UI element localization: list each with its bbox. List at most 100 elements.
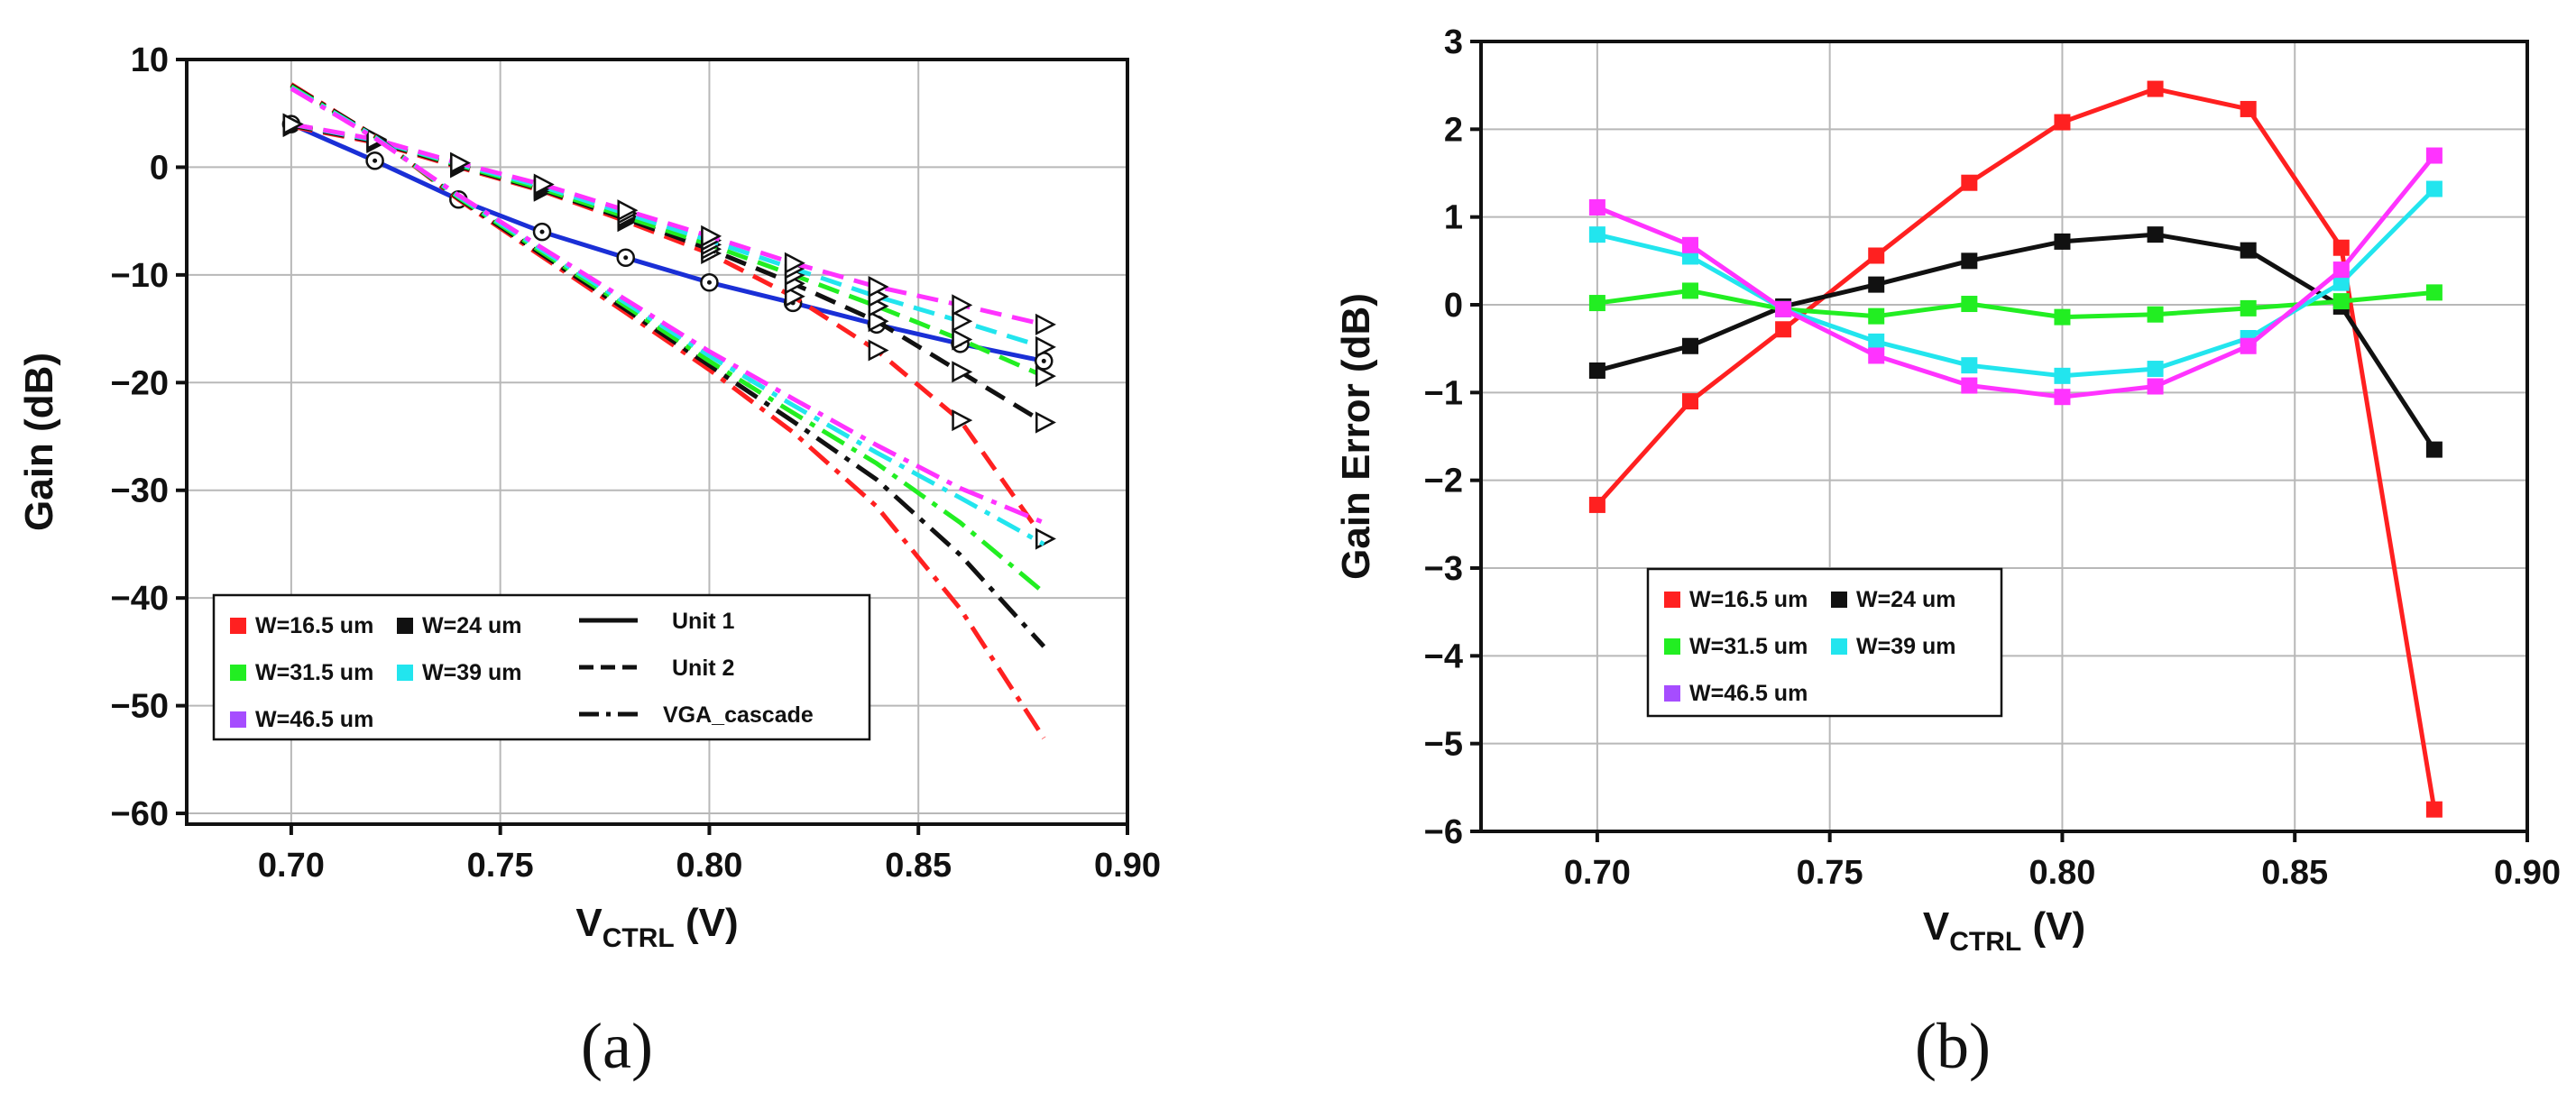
y-tick-label: −4 — [1424, 638, 1463, 675]
data-point — [2240, 100, 2257, 117]
legend-label: W=31.5 um — [1689, 634, 1808, 659]
x-axis-label-subscript: CTRL — [603, 923, 675, 953]
data-point — [1868, 247, 1885, 264]
legend-box — [212, 593, 871, 741]
legend-label: Unit 1 — [672, 609, 735, 634]
data-point — [952, 409, 973, 432]
data-point — [2240, 242, 2257, 259]
data-point — [2425, 801, 2443, 818]
gain-error-chart-series — [1588, 80, 2443, 818]
y-tick-label: 0 — [1444, 287, 1463, 325]
y-tick-label: −1 — [1424, 374, 1463, 412]
legend-box — [1646, 567, 2003, 718]
data-point-dot — [373, 158, 378, 163]
data-point — [2054, 114, 2071, 131]
data-point-dot — [623, 255, 629, 261]
data-point — [2332, 274, 2350, 291]
legend-label: W=16.5 um — [255, 613, 373, 638]
series-line-w-39-um-unit-2 — [290, 122, 1045, 350]
series-line-w-46-5-um — [1596, 153, 2436, 399]
data-point — [2332, 261, 2350, 279]
data-point — [868, 339, 889, 362]
x-tick-label: 0.75 — [467, 847, 534, 885]
y-tick-label: −50 — [111, 688, 169, 726]
data-point — [2425, 284, 2443, 301]
gain-error-chart-y-axis-label: Gain Error (dB) — [1334, 293, 1378, 580]
x-tick-label: 0.85 — [885, 847, 952, 885]
data-point — [2147, 226, 2164, 243]
data-point — [533, 173, 555, 196]
data-point-dot — [706, 280, 712, 285]
gain-error-chart-legend: W=16.5 um W=24 um W=31.5 um W=39 um W=46.5 u… — [1646, 567, 2003, 718]
y-tick-label: −30 — [111, 472, 169, 510]
x-tick-label: 0.90 — [1094, 847, 1161, 885]
gain-error-chart-ticks: 0.70 0.75 0.80 0.85 0.90 3 2 1 0 −1 −2 −3 −4 −5 −6 — [1424, 23, 2561, 892]
data-point — [1035, 313, 1056, 335]
data-point — [952, 361, 973, 383]
legend-label: W=24 um — [1856, 587, 1955, 612]
x-tick-label: 0.80 — [2029, 854, 2095, 892]
data-point — [2054, 308, 2071, 326]
data-point — [1588, 362, 1605, 379]
data-point — [617, 199, 639, 222]
y-tick-label: −2 — [1424, 463, 1463, 500]
y-tick-label: −40 — [111, 580, 169, 618]
legend-swatch — [230, 665, 246, 681]
data-point — [1961, 296, 1978, 313]
series-line-unit-1 — [290, 122, 1044, 363]
legend-label: Unit 2 — [672, 656, 734, 681]
data-point — [1588, 496, 1605, 513]
data-point — [952, 310, 973, 333]
x-axis-label-main: V — [1923, 904, 1950, 949]
legend-label: W=39 um — [422, 660, 521, 685]
series-line-w-46-5-um-vga-cascade — [290, 87, 1045, 525]
y-tick-label: 2 — [1444, 111, 1463, 149]
x-axis-label-main: V — [575, 901, 603, 945]
data-point — [1682, 337, 1698, 354]
legend-swatch — [397, 665, 413, 681]
data-point — [1775, 300, 1792, 317]
gain-chart-y-axis-label: Gain (dB) — [17, 353, 61, 531]
data-point — [1868, 307, 1885, 325]
data-point — [282, 113, 304, 135]
data-point — [2054, 389, 2071, 406]
y-tick-label: 0 — [150, 149, 169, 187]
gain-chart-legend: W=16.5 um W=24 um W=31.5 um W=39 um W=46.5 u… — [212, 593, 871, 741]
legend-swatch — [1831, 638, 1847, 655]
data-point — [2147, 361, 2164, 378]
data-point — [1682, 282, 1698, 299]
series-line-w-31-5-um — [1596, 288, 2435, 320]
data-point — [1868, 347, 1885, 364]
legend-swatch — [1664, 638, 1680, 655]
gain-chart-ticks: 0.70 0.75 0.80 0.85 0.90 10 0 −10 −20 −30 −40 −50 −6… — [111, 41, 1161, 885]
data-point-dot — [539, 229, 545, 234]
legend-label: W=24 um — [422, 613, 521, 638]
gain-error-chart-frame — [1479, 40, 2529, 833]
y-tick-label: −20 — [111, 364, 169, 402]
series-line-w-46-5-um-unit-2 — [290, 122, 1044, 327]
data-point — [784, 252, 805, 274]
legend-swatch — [230, 711, 246, 728]
legend-swatch — [1831, 592, 1847, 608]
data-point — [1775, 321, 1792, 338]
data-point — [2147, 80, 2164, 97]
panel-label-b: (b) — [1915, 1010, 1991, 1082]
data-point — [1961, 377, 1978, 394]
x-tick-label: 0.85 — [2261, 854, 2328, 892]
gain-chart-x-axis-label: VCTRL (V) — [575, 901, 738, 953]
data-point — [868, 275, 889, 298]
data-point — [1682, 393, 1698, 410]
data-point — [1035, 365, 1056, 388]
x-tick-label: 0.70 — [258, 847, 325, 885]
data-point — [784, 285, 805, 307]
series-line-w-24-um-vga-cascade — [290, 83, 1046, 648]
data-point — [2425, 441, 2443, 458]
data-point — [2054, 233, 2071, 250]
data-point — [2425, 180, 2443, 197]
y-tick-label: −10 — [111, 257, 169, 295]
x-tick-label: 0.90 — [2494, 854, 2561, 892]
legend-swatch — [397, 618, 413, 634]
data-point — [2332, 293, 2350, 310]
data-point — [2425, 147, 2443, 164]
legend-swatch — [1664, 592, 1680, 608]
